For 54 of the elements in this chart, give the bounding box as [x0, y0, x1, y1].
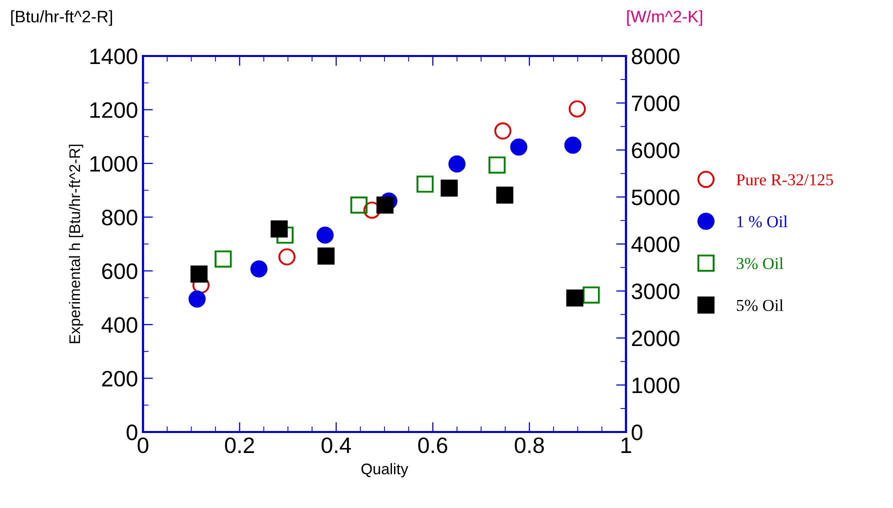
point [350, 196, 368, 214]
y-tick-label: 1000 [90, 156, 138, 172]
y-tick-label: 400 [102, 317, 138, 333]
point [416, 176, 434, 193]
point [188, 290, 206, 308]
y-axis-title: Experimental h [Btu/hr-ft^2-R] [68, 144, 84, 344]
point [190, 266, 208, 283]
legend-label: 3% Oil [736, 257, 784, 270]
point [440, 180, 458, 197]
point [376, 196, 394, 214]
point [214, 250, 232, 268]
point [278, 248, 296, 266]
y-tick-label: 800 [102, 210, 138, 226]
x-tick-label: 0.4 [322, 437, 351, 454]
y2-tick-label: 8000 [632, 48, 680, 64]
point [363, 202, 380, 219]
x-tick-label: 0.8 [514, 437, 544, 454]
point [496, 186, 514, 204]
point [488, 156, 506, 174]
y2-axis-title: [W/m^2-K] [627, 10, 702, 26]
x-axis-title: Quality [361, 463, 408, 478]
x-tick-label: 0.6 [418, 437, 448, 454]
x-tick-label: 0 [138, 437, 148, 454]
y-tick-label: 0 [126, 424, 138, 440]
y2-tick-label: 2000 [632, 330, 680, 346]
point [250, 260, 268, 278]
y2-tick-label: 1000 [632, 378, 680, 394]
y2-tick-label: 5000 [632, 190, 680, 206]
y2-tick-label: 0 [632, 424, 642, 440]
legend-label: 5% Oil [736, 299, 784, 312]
point [448, 155, 466, 173]
y2-tick-label: 6000 [632, 142, 680, 158]
point [276, 226, 294, 244]
legend-label: 1 % Oil [737, 216, 788, 228]
x-tick-label: 1 [622, 438, 632, 453]
y-tick-label: 600 [102, 263, 138, 280]
point [510, 138, 528, 156]
y-tick-label: 1200 [90, 102, 138, 118]
point [494, 122, 512, 140]
point [564, 136, 582, 154]
point [316, 226, 334, 244]
point [582, 286, 600, 304]
x-tick-label: 0.2 [225, 437, 254, 454]
text: [Btu/hr-ft^2-R] [11, 10, 112, 26]
point [566, 289, 584, 307]
y2-tick-label: 3000 [632, 284, 680, 300]
point [568, 100, 586, 118]
y2-tick-label: 4000 [631, 236, 680, 252]
point [318, 248, 335, 265]
y2-tick-label: 7000 [632, 96, 680, 112]
legend-label: Pure R-32/125 [736, 174, 833, 186]
y-tick-label: 200 [102, 370, 138, 387]
y-tick-label: 1400 [90, 48, 138, 64]
point [270, 220, 288, 238]
